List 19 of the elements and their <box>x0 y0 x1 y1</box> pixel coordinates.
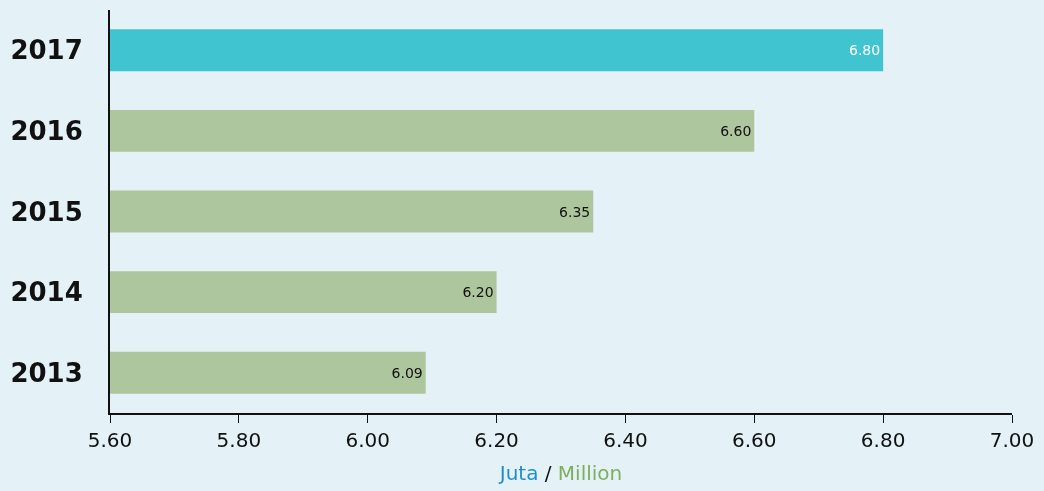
y-tick-label: 2015 <box>10 196 83 227</box>
y-tick-label: 2013 <box>10 357 83 388</box>
data-label: 6.35 <box>559 203 591 220</box>
data-label: 6.20 <box>462 284 494 301</box>
data-label: 6.80 <box>848 42 881 59</box>
data-label: 6.09 <box>391 364 423 381</box>
data-label: 6.60 <box>720 122 752 139</box>
x-tick-label: 6.00 <box>345 428 390 452</box>
x-axis-title: Juta / Million <box>497 461 623 485</box>
y-tick-label: 2014 <box>10 277 83 308</box>
y-tick-label: 2016 <box>10 116 83 146</box>
x-tick-label: 7.00 <box>989 428 1035 452</box>
x-tick-label: 6.60 <box>732 428 777 452</box>
x-tick-label: 6.40 <box>603 428 648 452</box>
x-tick-label: 5.60 <box>87 428 133 452</box>
x-tick-label: 5.80 <box>216 428 262 452</box>
x-tick-label: 6.80 <box>860 428 906 452</box>
x-tick-label: 6.20 <box>474 428 519 452</box>
y-tick-label: 2017 <box>10 35 83 66</box>
